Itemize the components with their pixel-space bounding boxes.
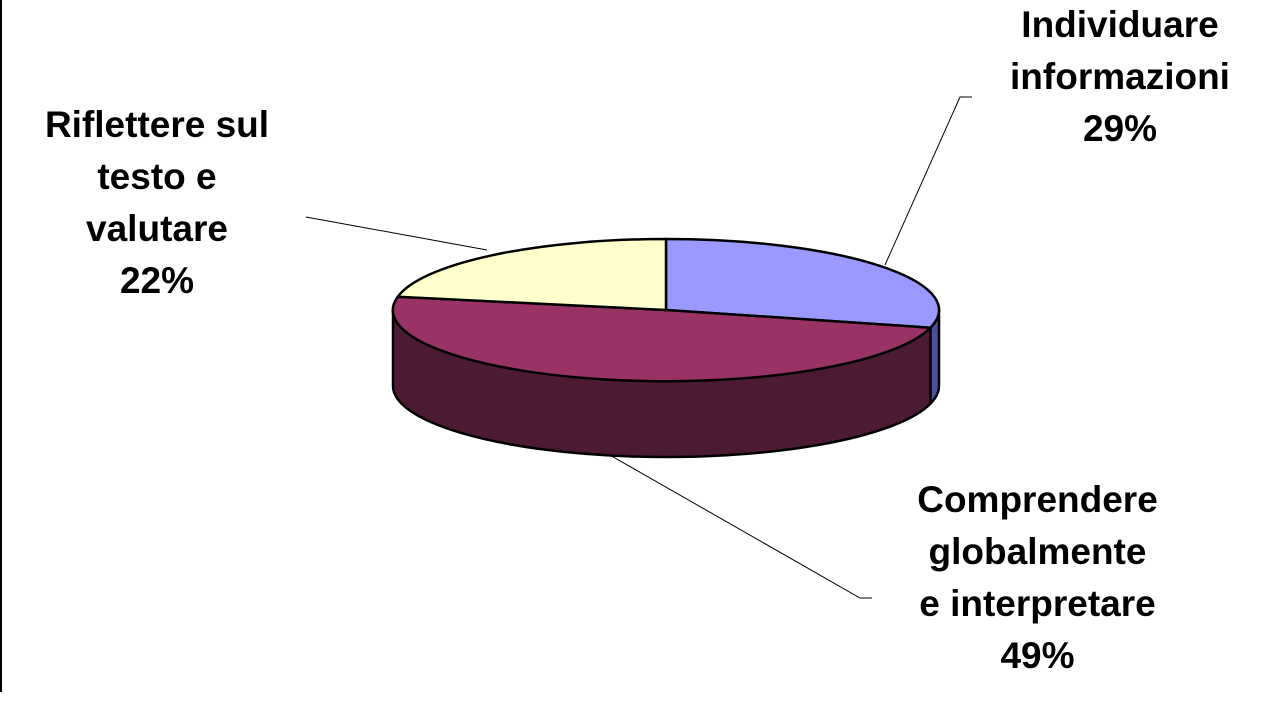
slice-value-label: 29% bbox=[1082, 108, 1158, 149]
leader-line-comprendere bbox=[607, 453, 872, 599]
slice-value-label: 22% bbox=[119, 260, 195, 301]
slice-label-line: Individuare bbox=[1021, 4, 1219, 45]
slice-label-line: testo e bbox=[97, 156, 217, 197]
leader-line-riflettere bbox=[305, 216, 488, 251]
slice-label-line: e interpretare bbox=[919, 583, 1156, 624]
slice-label-comprendere: Comprendere globalmente e interpretare 4… bbox=[875, 474, 1200, 682]
left-border bbox=[0, 0, 2, 692]
pie-slice-comprendere bbox=[391, 295, 932, 383]
slice-label-line: globalmente bbox=[928, 531, 1147, 572]
slice-label-line: valutare bbox=[86, 208, 228, 249]
slice-label-individuare: Individuare informazioni 29% bbox=[985, 0, 1255, 155]
slice-label-line: Comprendere bbox=[917, 479, 1158, 520]
slice-value-label: 49% bbox=[1000, 635, 1075, 676]
slice-label-riflettere: Riflettere sul testo e valutare 22% bbox=[2, 99, 312, 307]
slice-label-line: informazioni bbox=[1010, 56, 1230, 97]
leader-line-individuare bbox=[884, 96, 972, 266]
pie-slice-individuare bbox=[664, 237, 941, 329]
pie-slice-riflettere bbox=[396, 237, 668, 312]
slice-label-line: Riflettere sul bbox=[44, 104, 270, 145]
